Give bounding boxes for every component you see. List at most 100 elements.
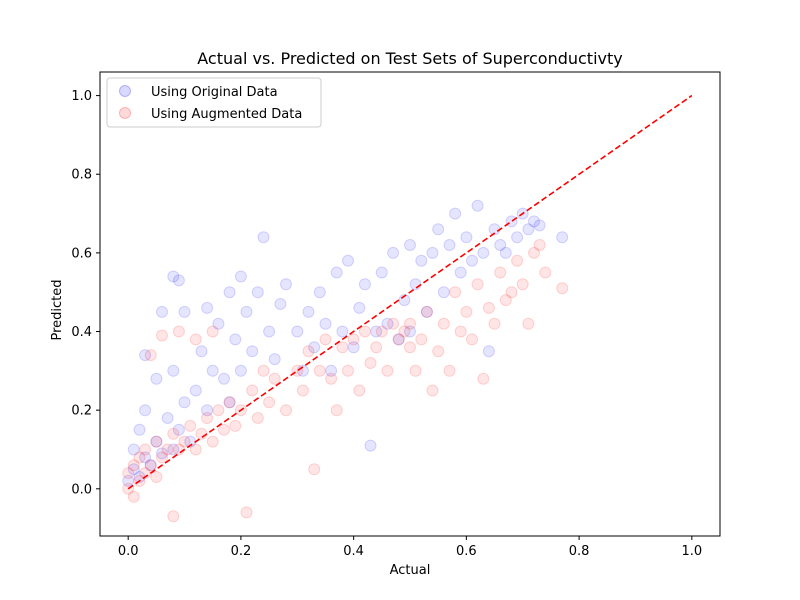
x-tick-label: 0.6 <box>456 544 477 559</box>
data-point <box>263 396 276 409</box>
data-point <box>353 384 366 397</box>
data-point <box>432 345 445 358</box>
data-point <box>139 451 152 464</box>
data-point <box>178 396 191 409</box>
data-point <box>392 333 405 346</box>
data-point <box>415 254 428 267</box>
data-point <box>150 372 163 385</box>
y-tick-label: 0.6 <box>71 246 92 261</box>
data-point <box>184 419 197 432</box>
data-point <box>556 231 569 244</box>
data-point <box>206 325 219 338</box>
data-point <box>449 207 462 220</box>
data-point <box>127 490 140 503</box>
data-point <box>308 341 321 354</box>
data-point <box>167 364 180 377</box>
data-point <box>167 510 180 523</box>
data-point <box>319 333 332 346</box>
data-point <box>296 384 309 397</box>
data-point <box>189 333 202 346</box>
data-point <box>347 341 360 354</box>
series-augmented <box>122 239 569 523</box>
data-point <box>381 317 394 330</box>
data-point <box>511 231 524 244</box>
data-point <box>172 423 185 436</box>
data-point <box>375 325 388 338</box>
data-point <box>313 286 326 299</box>
data-point <box>127 459 140 472</box>
data-point <box>122 467 135 480</box>
data-point <box>522 223 535 236</box>
data-point <box>437 286 450 299</box>
data-point <box>347 333 360 346</box>
data-point <box>482 301 495 314</box>
x-axis-ticks: 0.0 0.2 0.4 0.6 0.8 1.0 <box>118 536 702 559</box>
data-point <box>212 404 225 417</box>
data-point <box>172 274 185 287</box>
data-point <box>443 239 456 251</box>
x-tick-label: 0.8 <box>569 544 590 559</box>
data-point <box>139 443 152 456</box>
plot-area <box>122 94 693 523</box>
x-tick-label: 0.2 <box>231 544 252 559</box>
data-point <box>178 305 191 318</box>
data-point <box>342 364 354 377</box>
data-point <box>443 364 456 377</box>
data-point <box>313 364 326 377</box>
data-point <box>195 345 208 358</box>
data-point <box>150 435 163 448</box>
data-point <box>420 305 433 318</box>
x-axis-label: Actual <box>390 563 431 578</box>
data-point <box>246 345 259 358</box>
data-point <box>556 282 569 295</box>
data-point <box>449 286 462 299</box>
data-point <box>381 364 394 377</box>
y-axis-ticks: 0.0 0.2 0.4 0.6 0.8 1.0 <box>71 89 100 497</box>
data-point <box>375 266 388 279</box>
data-point <box>302 305 315 318</box>
legend-label-augmented: Using Augmented Data <box>151 107 302 122</box>
data-point <box>206 435 219 448</box>
data-point <box>358 278 371 291</box>
data-point <box>488 317 501 330</box>
data-point <box>358 325 371 338</box>
data-point <box>477 372 490 385</box>
data-point <box>268 353 281 366</box>
data-point <box>533 239 546 251</box>
data-point <box>172 325 185 338</box>
data-point <box>291 325 304 338</box>
data-point <box>122 474 135 487</box>
data-point <box>144 459 157 472</box>
data-point <box>342 254 354 267</box>
data-point <box>229 419 242 432</box>
data-point <box>156 451 168 464</box>
data-point <box>466 333 478 346</box>
data-point <box>201 412 214 424</box>
data-point <box>161 412 174 424</box>
legend-marker-augmented <box>119 107 131 119</box>
data-point <box>426 246 439 259</box>
legend-label-original: Using Original Data <box>151 85 278 100</box>
data-point <box>234 364 247 377</box>
data-point <box>432 223 445 236</box>
data-point <box>466 254 478 267</box>
data-point <box>302 345 315 358</box>
data-point <box>460 231 473 244</box>
data-point <box>144 459 157 472</box>
data-point <box>223 396 236 409</box>
data-point <box>460 305 473 318</box>
data-point <box>499 294 512 307</box>
data-point <box>167 427 180 440</box>
data-point <box>409 278 422 291</box>
data-point <box>150 471 163 483</box>
data-point <box>516 278 529 291</box>
y-tick-label: 0.8 <box>71 168 92 183</box>
data-point <box>370 341 383 354</box>
data-point <box>251 286 264 299</box>
data-point <box>364 439 377 452</box>
data-point <box>409 364 422 377</box>
data-point <box>364 357 377 369</box>
data-point <box>127 443 140 456</box>
data-point <box>280 404 292 417</box>
